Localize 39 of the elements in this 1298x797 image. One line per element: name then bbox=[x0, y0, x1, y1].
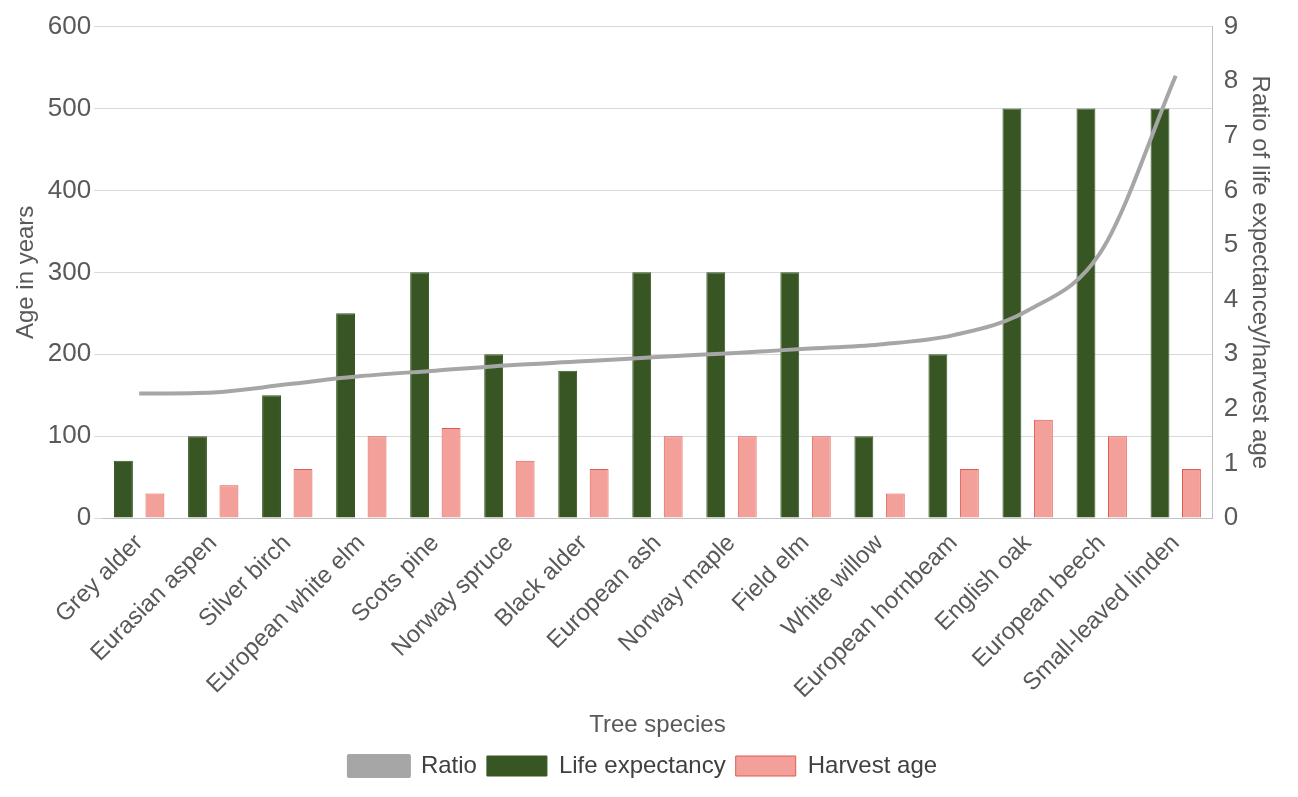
bar bbox=[1002, 108, 1022, 518]
y2-tick-label: 5 bbox=[1223, 228, 1239, 259]
bar bbox=[188, 436, 207, 518]
y-tick-label: 300 bbox=[47, 255, 92, 286]
y2-tick-label: 0 bbox=[1223, 501, 1239, 532]
y2-tick-label: 3 bbox=[1223, 337, 1239, 368]
bar bbox=[780, 272, 800, 518]
bar bbox=[928, 354, 948, 518]
bar bbox=[558, 370, 578, 518]
bar bbox=[1076, 108, 1096, 518]
legend-label: Harvest age bbox=[807, 750, 938, 778]
y-tick-label: 400 bbox=[47, 173, 92, 204]
y2-tick-label: 9 bbox=[1223, 9, 1239, 40]
y2-tick-label: 1 bbox=[1223, 446, 1239, 477]
bar bbox=[114, 460, 133, 518]
y-tick-label: 100 bbox=[47, 419, 92, 450]
bar bbox=[262, 395, 281, 518]
x-axis-title: Tree species bbox=[589, 710, 726, 738]
legend-label: Ratio bbox=[420, 750, 477, 778]
bar bbox=[706, 272, 726, 518]
y2-tick-label: 2 bbox=[1223, 392, 1239, 423]
y2-tick-label: 4 bbox=[1223, 282, 1239, 313]
y2-tick-label: 6 bbox=[1223, 173, 1239, 204]
bar bbox=[410, 272, 430, 518]
legend-label: Life expectancy bbox=[558, 750, 726, 778]
bar bbox=[1150, 108, 1170, 518]
bar bbox=[854, 436, 874, 518]
y-axis-title: Age in years bbox=[11, 205, 39, 340]
y2-tick-label: 8 bbox=[1223, 64, 1239, 95]
line-series bbox=[137, 73, 1178, 396]
y2-axis-title: Ratio of life expectancey/harvest age bbox=[1247, 75, 1275, 470]
bar bbox=[632, 272, 652, 518]
y-tick-label: 500 bbox=[47, 91, 92, 122]
y-tick-label: 200 bbox=[47, 337, 92, 368]
bar bbox=[336, 313, 356, 518]
bar bbox=[484, 354, 504, 518]
y2-tick-label: 7 bbox=[1223, 118, 1239, 149]
y-tick-label: 0 bbox=[76, 501, 92, 532]
y-tick-label: 600 bbox=[47, 9, 92, 40]
